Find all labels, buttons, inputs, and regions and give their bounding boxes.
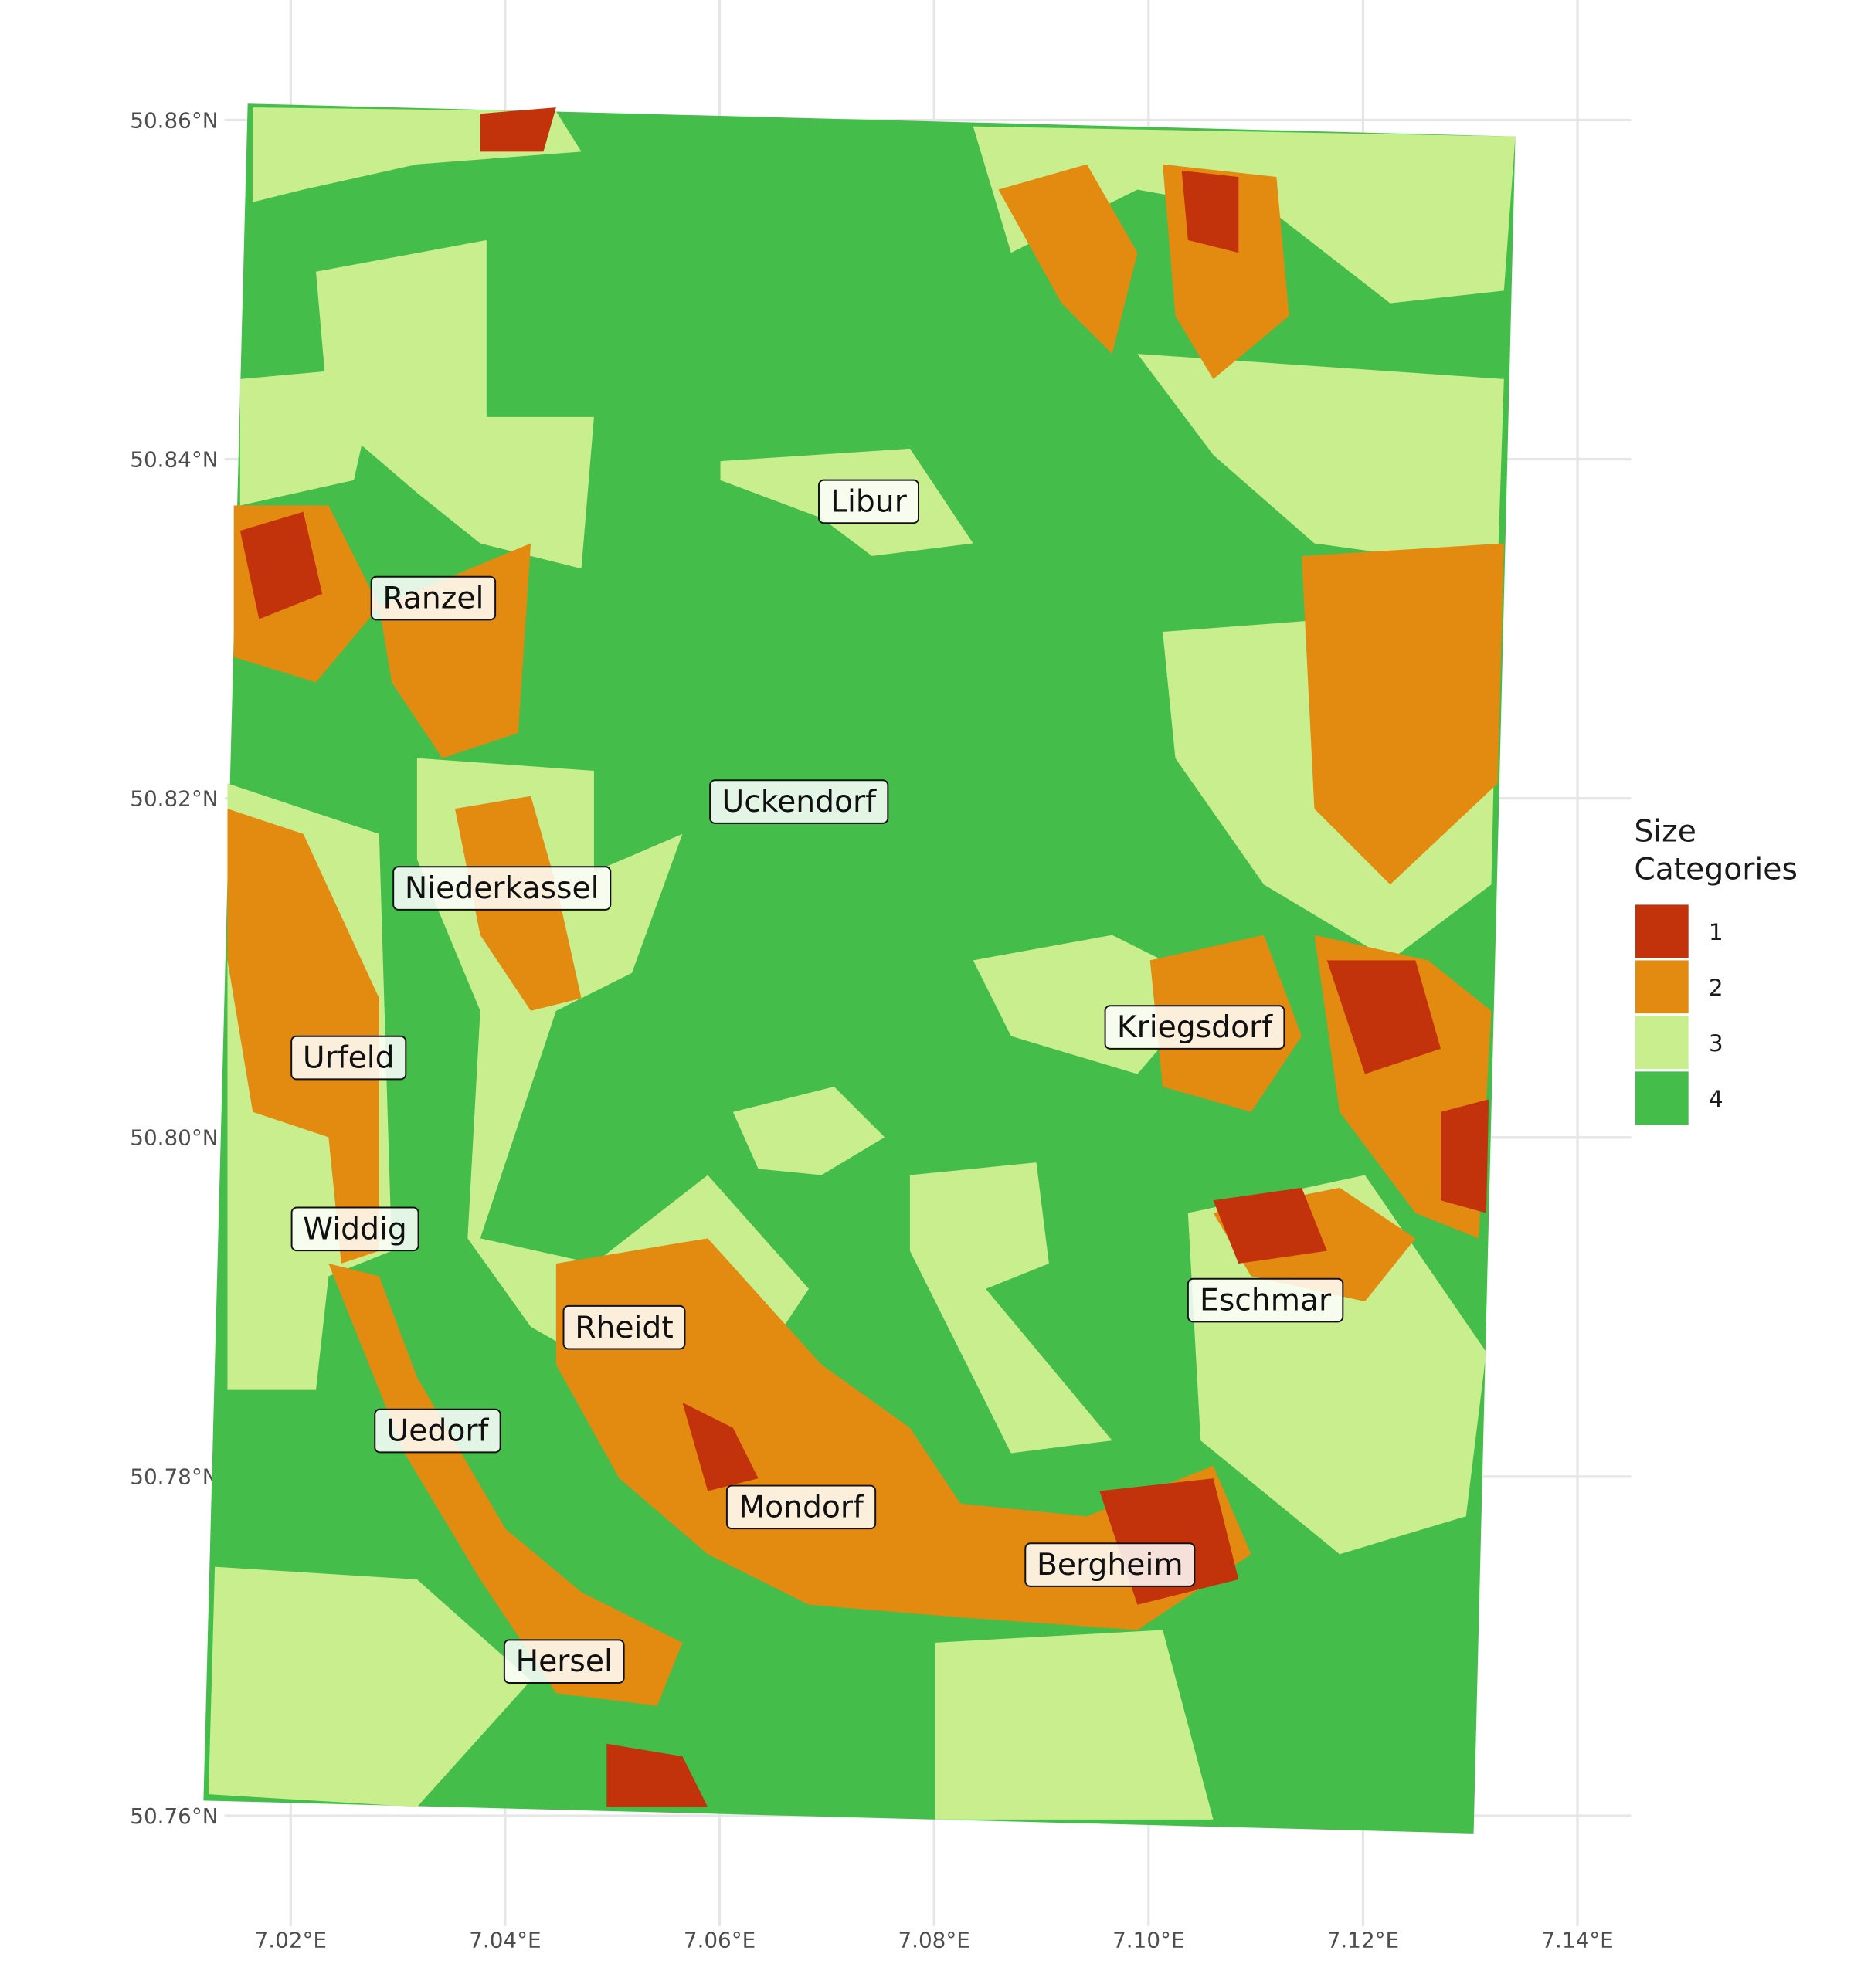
- patch: [732, 1087, 885, 1175]
- patch: [328, 1264, 683, 1706]
- label-box: [562, 1304, 686, 1350]
- patch: [682, 1402, 759, 1491]
- place-name: Mondorf: [739, 1490, 864, 1525]
- label-box: [503, 1639, 625, 1684]
- patch: [998, 164, 1138, 355]
- legend-title: Size: [1634, 815, 1696, 850]
- legend-label: 3: [1709, 1030, 1723, 1057]
- place-name: Uckendorf: [722, 785, 877, 819]
- y-tick-label: 50.82°N: [130, 785, 218, 811]
- place-label: Uedorf: [374, 1408, 501, 1454]
- patch: [973, 126, 1516, 304]
- patch: [208, 1566, 531, 1807]
- label-box: [725, 1484, 877, 1530]
- legend-key: [1635, 1016, 1689, 1070]
- y-tick-label: 50.78°N: [130, 1464, 218, 1490]
- place-name: Rheidt: [575, 1311, 674, 1345]
- land-cover: [203, 103, 1516, 1834]
- x-tick-label: 7.12°E: [1327, 1928, 1399, 1953]
- label-box: [817, 479, 919, 524]
- patch: [555, 1238, 1251, 1630]
- label-box: [374, 1408, 501, 1454]
- patch: [606, 1743, 708, 1807]
- patch: [909, 1162, 1112, 1454]
- label-box: [1187, 1277, 1344, 1323]
- patch: [239, 511, 323, 619]
- place-label: Libur: [817, 479, 919, 524]
- place-name: Uedorf: [387, 1414, 490, 1449]
- place-name: Niederkassel: [405, 871, 599, 906]
- place-label: Eschmar: [1187, 1277, 1344, 1323]
- patch: [1441, 1099, 1489, 1213]
- place-name: Hersel: [516, 1644, 613, 1679]
- legend-label: 2: [1709, 975, 1723, 1001]
- place-name: Urfeld: [303, 1041, 395, 1076]
- place-label: Ranzel: [370, 575, 497, 621]
- place-name: Kriegsdorf: [1117, 1010, 1273, 1045]
- place-label: Urfeld: [290, 1035, 407, 1081]
- place-label: Mondorf: [725, 1484, 877, 1530]
- y-tick-label: 50.84°N: [130, 446, 218, 472]
- patch: [1326, 960, 1441, 1074]
- place-name: Libur: [830, 485, 908, 520]
- x-tick-label: 7.08°E: [898, 1928, 969, 1953]
- label-box: [392, 866, 612, 911]
- x-tick-label: 7.04°E: [469, 1928, 541, 1953]
- y-tick-label: 50.76°N: [130, 1803, 218, 1829]
- label-box: [1024, 1542, 1196, 1587]
- place-name: Eschmar: [1200, 1284, 1332, 1318]
- y-tick-label: 50.80°N: [130, 1125, 218, 1151]
- place-name: Bergheim: [1037, 1548, 1183, 1583]
- place-label: Niederkassel: [392, 866, 612, 911]
- label-box: [370, 575, 497, 621]
- legend-label: 1: [1709, 919, 1723, 945]
- patch: [1302, 543, 1504, 885]
- place-label: Hersel: [503, 1639, 625, 1684]
- patch: [935, 1630, 1214, 1820]
- patch: [1181, 170, 1239, 253]
- x-tick-label: 7.02°E: [255, 1928, 327, 1953]
- place-label: Bergheim: [1024, 1542, 1196, 1587]
- x-tick-label: 7.14°E: [1541, 1928, 1613, 1953]
- patch: [1213, 1187, 1327, 1264]
- place-name: Ranzel: [382, 582, 484, 616]
- legend-key: [1635, 1071, 1689, 1125]
- place-name: Widdig: [303, 1212, 407, 1247]
- label-box: [290, 1206, 419, 1252]
- legend-key: [1635, 904, 1689, 958]
- place-labels: Libur Ranzel Uckendorf Niederkassel Kriegsdo…: [290, 479, 1344, 1684]
- label-box: [709, 779, 889, 824]
- x-tick-label: 7.06°E: [684, 1928, 756, 1953]
- patch: [480, 107, 556, 152]
- place-label: Kriegsdorf: [1104, 1005, 1285, 1050]
- x-tick-label: 7.10°E: [1112, 1928, 1184, 1953]
- legend-label: 4: [1709, 1086, 1723, 1112]
- patch: [315, 239, 594, 569]
- patch: [239, 366, 379, 506]
- y-tick-label: 50.86°N: [130, 107, 218, 133]
- place-label: Widdig: [290, 1206, 419, 1252]
- label-box: [290, 1035, 407, 1081]
- legend-title: Categories: [1634, 853, 1798, 887]
- label-box: [1104, 1005, 1285, 1050]
- patch: [1137, 354, 1504, 569]
- place-label: Uckendorf: [709, 779, 889, 824]
- legend-key: [1635, 960, 1689, 1014]
- place-label: Rheidt: [562, 1304, 686, 1350]
